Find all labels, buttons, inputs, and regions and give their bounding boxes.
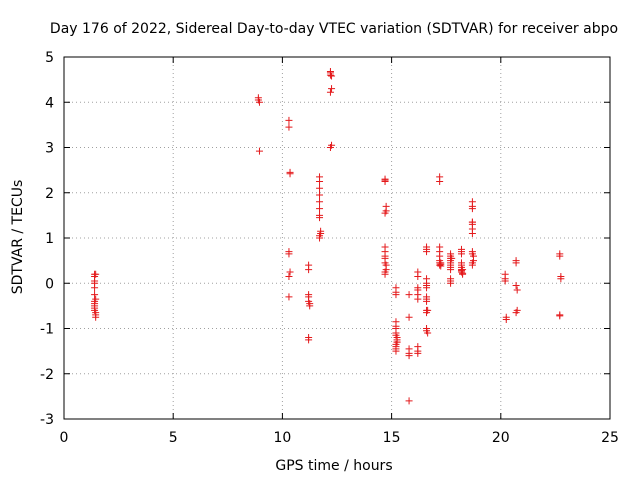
y-tick-label: 0: [45, 276, 54, 292]
x-tick-label: 5: [169, 430, 178, 446]
y-axis-title: SDTVAR / TECUs: [10, 180, 26, 295]
y-tick-label: -3: [40, 412, 54, 428]
data-point: [305, 336, 313, 344]
data-point: [468, 261, 476, 269]
x-tick-label: 25: [601, 430, 619, 446]
data-point: [381, 270, 389, 278]
data-point: [381, 209, 389, 217]
data-point: [437, 262, 445, 270]
y-tick-label: -2: [40, 367, 54, 383]
chart-title: Day 176 of 2022, Sidereal Day-to-day VTE…: [50, 21, 618, 37]
data-point: [393, 338, 401, 346]
data-point: [326, 71, 334, 79]
data-point: [405, 397, 413, 405]
x-tick-label: 15: [383, 430, 401, 446]
data-point: [423, 248, 431, 256]
data-point: [405, 349, 413, 357]
data-point: [513, 286, 521, 294]
data-point: [557, 275, 565, 283]
grid-lines: [64, 57, 610, 419]
data-point: [468, 229, 476, 237]
data-point: [405, 291, 413, 299]
data-point: [328, 72, 336, 80]
data-point: [392, 291, 400, 299]
data-point: [447, 279, 455, 287]
data-points: [91, 67, 565, 405]
data-point: [423, 284, 431, 292]
data-point: [423, 297, 431, 305]
y-tick-label: 1: [45, 231, 54, 247]
data-point: [457, 267, 465, 275]
data-point: [381, 177, 389, 185]
data-point: [316, 191, 324, 199]
data-point: [316, 214, 324, 222]
data-point: [392, 347, 400, 355]
data-point: [92, 313, 100, 321]
data-point: [414, 295, 422, 303]
data-point: [92, 270, 100, 278]
data-point: [424, 329, 432, 337]
x-tick-label: 20: [492, 430, 510, 446]
data-point: [512, 309, 520, 317]
data-point: [414, 272, 422, 280]
data-point: [468, 218, 476, 226]
data-point: [92, 295, 100, 303]
data-point: [326, 88, 334, 96]
data-point: [316, 205, 324, 213]
y-tick-label: 5: [45, 50, 54, 66]
y-tick-label: 2: [45, 186, 54, 202]
data-point: [328, 85, 336, 93]
data-point: [556, 312, 564, 320]
y-tick-label: 4: [45, 95, 54, 111]
data-point: [468, 205, 476, 213]
y-tick-label: 3: [45, 141, 54, 157]
axis-ticks: 0 5 10 15 20 25 -3 -2 -1 0 1 2 3 4 5: [40, 50, 619, 446]
data-point: [255, 98, 263, 106]
y-tick-label: -1: [40, 322, 54, 338]
data-point: [502, 315, 510, 323]
data-point: [285, 272, 293, 280]
data-point: [424, 306, 432, 314]
data-point: [91, 291, 99, 299]
data-point: [457, 250, 465, 258]
x-axis-title: GPS time / hours: [275, 458, 392, 474]
data-point: [285, 293, 293, 301]
data-point: [414, 349, 422, 357]
data-point: [447, 266, 455, 274]
data-point: [285, 250, 293, 258]
data-point: [316, 234, 324, 242]
data-point: [91, 284, 99, 292]
data-point: [512, 282, 520, 290]
x-tick-label: 0: [60, 430, 69, 446]
data-point: [448, 254, 456, 262]
data-point: [305, 266, 313, 274]
data-point: [316, 177, 324, 185]
data-point: [285, 123, 293, 131]
data-point: [285, 116, 293, 124]
data-point: [255, 147, 263, 155]
data-point: [316, 198, 324, 206]
data-point: [501, 277, 509, 285]
x-tick-label: 10: [273, 430, 291, 446]
data-point: [316, 184, 324, 192]
data-point: [306, 302, 314, 310]
data-point: [468, 250, 476, 258]
data-point: [286, 170, 294, 178]
data-point: [286, 268, 294, 276]
data-point: [326, 144, 334, 151]
data-point: [512, 259, 520, 267]
data-point: [436, 177, 444, 185]
data-point: [405, 313, 413, 321]
data-point: [556, 252, 564, 260]
